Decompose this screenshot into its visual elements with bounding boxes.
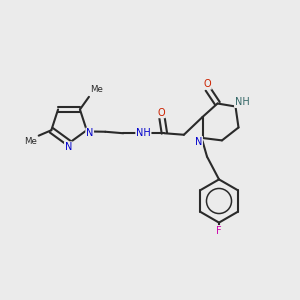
Text: N: N xyxy=(195,136,202,147)
Text: O: O xyxy=(158,107,165,118)
Text: O: O xyxy=(203,79,211,89)
Text: NH: NH xyxy=(136,128,151,138)
Text: NH: NH xyxy=(235,97,250,107)
Text: Me: Me xyxy=(24,137,37,146)
Text: Me: Me xyxy=(90,85,103,94)
Text: N: N xyxy=(86,128,93,138)
Text: N: N xyxy=(65,142,72,152)
Text: F: F xyxy=(216,226,222,236)
